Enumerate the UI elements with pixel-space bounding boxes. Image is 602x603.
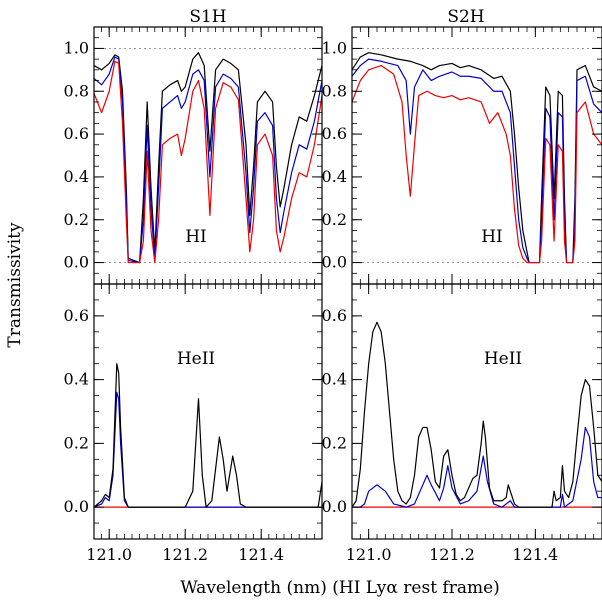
y-tick-label: 0.4 — [322, 370, 347, 389]
panel-3: 0.0 0.2 0.4 0.6 121.0 121.2 121.4 HeII — [64, 283, 323, 564]
y-tick-label: 0.8 — [64, 81, 89, 100]
panel-species-label: HI — [481, 227, 503, 247]
y-tick-label: 0.0 — [64, 497, 89, 516]
series-line-3 — [94, 60, 322, 264]
y-tick-label: 0.2 — [64, 210, 89, 229]
y-tick-label: 0.2 — [322, 210, 347, 229]
series-line-3 — [94, 363, 322, 508]
x-tick-label: 121.0 — [86, 545, 132, 564]
x-tick-label: 121.2 — [429, 545, 475, 564]
y-tick-label: 0.6 — [322, 306, 347, 325]
y-axis-label: Transmissivity — [5, 222, 25, 348]
y-tick-label: 0.0 — [322, 497, 347, 516]
panel-species-label: HeII — [484, 349, 522, 369]
y-tick-label: 0.2 — [322, 433, 347, 452]
y-tick-label: 0.6 — [64, 306, 89, 325]
y-tick-label: 0.2 — [64, 433, 89, 452]
series-line-1 — [94, 52, 322, 264]
panel-title-s2h: S2H — [447, 7, 484, 27]
panels-group: 0.0 0.2 0.4 0.6 0.8 1.0 HI 0.0 0.2 0.4 0.6 0.8 1.0 HI… — [64, 26, 602, 564]
panel-frame — [93, 283, 323, 540]
series-line-2 — [94, 56, 322, 264]
panel-species-label: HI — [185, 227, 207, 247]
y-tick-label: 0.6 — [64, 124, 89, 143]
series-line-3 — [352, 321, 602, 508]
x-tick-label: 121.4 — [512, 545, 558, 564]
panel-species-label: HeII — [177, 349, 215, 369]
y-tick-label: 0.4 — [322, 167, 347, 186]
panel-4: 0.0 0.2 0.4 0.6 121.0 121.2 121.4 HeII — [322, 283, 602, 564]
y-tick-label: 0.4 — [64, 370, 89, 389]
panel-1: 0.0 0.2 0.4 0.6 0.8 1.0 HI — [64, 26, 323, 285]
x-axis-label: Wavelength (nm) (HI Lyα rest frame) — [180, 578, 500, 598]
series-line-2 — [352, 426, 602, 508]
y-tick-label: 0.0 — [64, 253, 89, 272]
panel-title-s1h: S1H — [189, 7, 226, 27]
y-tick-label: 1.0 — [64, 38, 89, 57]
y-tick-label: 0.8 — [322, 81, 347, 100]
y-tick-label: 0.0 — [322, 253, 347, 272]
x-tick-label: 121.0 — [346, 545, 392, 564]
y-tick-label: 0.6 — [322, 124, 347, 143]
x-tick-label: 121.2 — [162, 545, 208, 564]
series-line-2 — [94, 391, 322, 508]
y-tick-label: 1.0 — [322, 38, 347, 57]
x-tick-label: 121.4 — [238, 545, 284, 564]
y-tick-label: 0.4 — [64, 167, 89, 186]
panel-2: 0.0 0.2 0.4 0.6 0.8 1.0 HI — [322, 26, 602, 285]
series-line-3 — [352, 64, 602, 264]
